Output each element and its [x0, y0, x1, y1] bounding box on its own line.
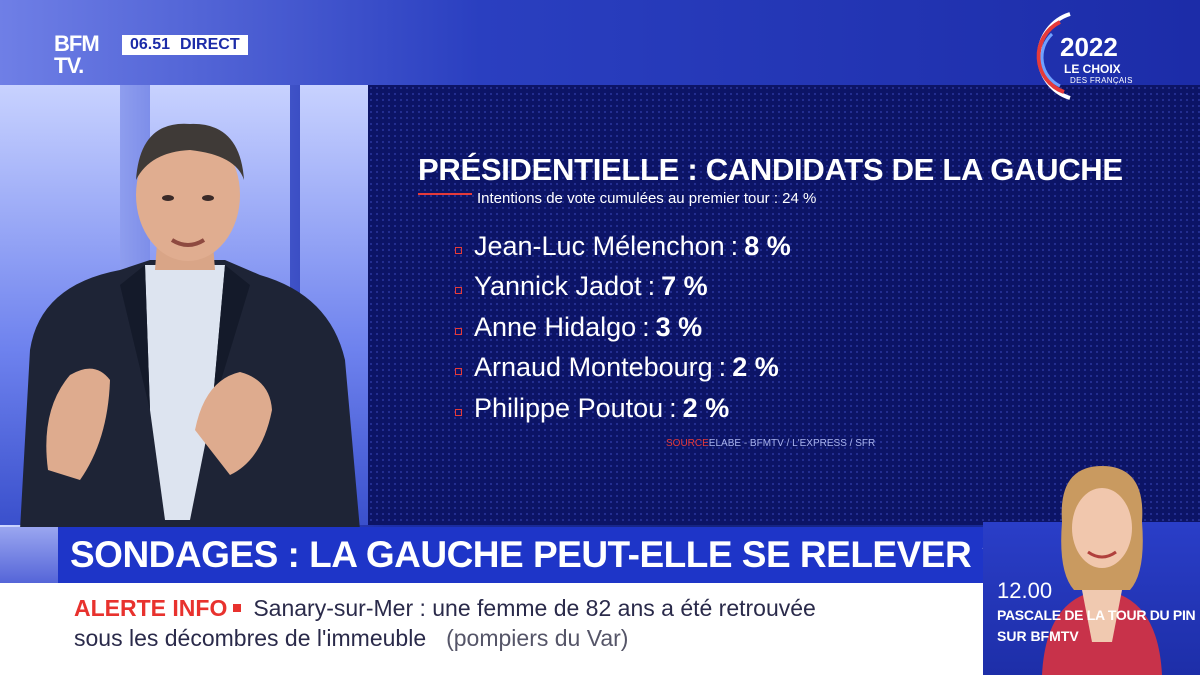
election-arc-icon: [1036, 12, 1071, 100]
news-ticker: ALERTE INFO Sanary-sur-Mer : une femme de…: [0, 583, 983, 675]
candidate-row: Jean-Luc Mélenchon : 8 %: [455, 226, 791, 267]
candidate-row: Arnaud Montebourg : 2 %: [455, 348, 791, 389]
next-show-title: PASCALE DE LA TOUR DU PIN: [997, 607, 1196, 623]
live-label: DIRECT: [180, 36, 240, 53]
alert-square-icon: [233, 604, 242, 613]
candidate-value: 2 %: [732, 352, 779, 383]
poll-accent-line: [418, 193, 472, 195]
headline-bar: SONDAGES : LA GAUCHE PEUT-ELLE SE RELEVE…: [58, 527, 1004, 583]
bullet-square-icon: [455, 327, 462, 335]
bullet-square-icon: [455, 408, 462, 416]
ticker-source: (pompiers du Var): [446, 625, 629, 651]
bullet-square-icon: [455, 246, 462, 254]
source-label: SOURCE: [666, 438, 709, 449]
candidate-name: Anne Hidalgo: [474, 311, 637, 342]
headline-text: SONDAGES : LA GAUCHE PEUT-ELLE SE RELEVE…: [70, 534, 1004, 575]
election-brand-logo: 2022 LE CHOIX DES FRANÇAIS: [1030, 8, 1180, 103]
candidate-value: 8 %: [744, 230, 791, 261]
poll-title: PRÉSIDENTIELLE : CANDIDATS DE LA GAUCHE: [418, 152, 1123, 187]
candidate-value: 7 %: [661, 271, 708, 302]
candidate-name: Jean-Luc Mélenchon: [474, 230, 725, 261]
candidate-row: Yannick Jadot : 7 %: [455, 267, 791, 308]
candidate-value: 3 %: [655, 311, 703, 342]
ticker-line-2: sous les décombres de l'immeuble (pompier…: [74, 625, 628, 652]
live-clock-badge: 06.51 DIRECT: [122, 35, 248, 55]
brand-year: 2022: [1060, 32, 1118, 62]
bfmtv-logo: BFM TV.: [54, 31, 100, 78]
host-photo: [1042, 466, 1162, 675]
bullet-square-icon: [455, 287, 462, 295]
presenter-image: [20, 123, 360, 530]
candidate-list: Jean-Luc Mélenchon : 8 % Yannick Jadot :…: [455, 226, 791, 429]
candidate-row: Philippe Poutou : 2 %: [455, 388, 791, 429]
clock-time: 06.51: [130, 36, 171, 53]
next-show-time: 12.00: [997, 578, 1053, 603]
ticker-line-1: ALERTE INFO Sanary-sur-Mer : une femme de…: [74, 595, 816, 622]
poll-source: SOURCEELABE - BFMTV / L'EXPRESS / SFR: [666, 438, 875, 449]
studio-screen: [368, 85, 1200, 525]
next-show-channel: SUR BFMTV: [997, 628, 1079, 644]
candidate-value: 2 %: [682, 392, 730, 423]
ticker-text: Sanary-sur-Mer : une femme de 82 ans a é…: [253, 595, 816, 621]
candidate-name: Arnaud Montebourg: [474, 352, 713, 383]
brand-tagline-small: DES FRANÇAIS: [1070, 76, 1133, 85]
headline-left-accent: [0, 527, 58, 583]
bullet-square-icon: [455, 368, 462, 376]
source-text: ELABE - BFMTV / L'EXPRESS / SFR: [708, 438, 876, 449]
brand-tagline: LE CHOIX: [1064, 62, 1121, 76]
candidate-name: Philippe Poutou: [474, 392, 664, 423]
candidate-row: Anne Hidalgo : 3 %: [455, 307, 791, 348]
ticker-text: sous les décombres de l'immeuble: [74, 625, 427, 651]
poll-subtitle: Intentions de vote cumulées au premier t…: [477, 190, 817, 207]
alert-label: ALERTE INFO: [74, 595, 228, 621]
candidate-name: Yannick Jadot: [474, 271, 642, 302]
